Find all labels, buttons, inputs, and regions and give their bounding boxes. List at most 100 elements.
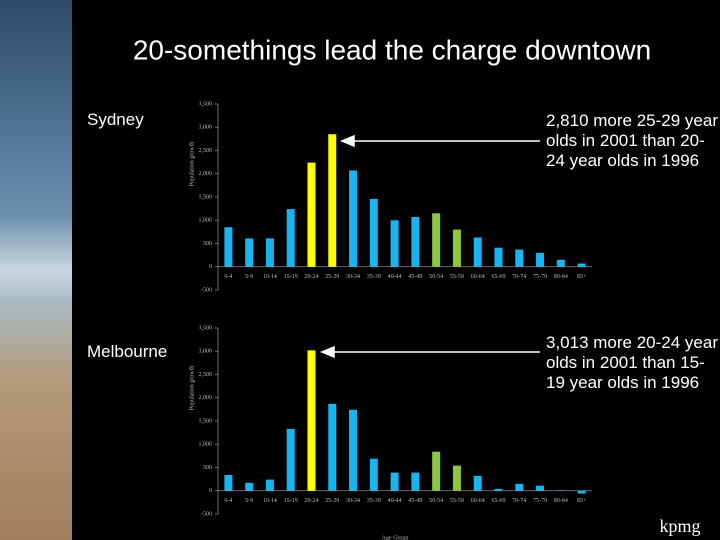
x-tick-label: 25-29 xyxy=(325,274,339,280)
bar xyxy=(432,213,441,267)
arrow-head xyxy=(320,345,335,359)
y-tick-label: 3,000 xyxy=(199,349,213,355)
x-tick-label: 55-59 xyxy=(450,498,464,504)
y-axis-label: Population growth xyxy=(189,142,195,187)
bar xyxy=(349,409,358,491)
bar xyxy=(224,474,233,491)
x-tick-label: 15-19 xyxy=(284,274,298,280)
y-tick-label: -500 xyxy=(201,287,212,293)
x-tick-label: 60-64 xyxy=(471,274,485,280)
x-tick-label: 75-79 xyxy=(533,274,547,280)
y-tick-label: -500 xyxy=(201,511,212,517)
bar xyxy=(265,238,274,267)
y-tick-label: 1,500 xyxy=(199,418,213,424)
y-tick-label: 2,000 xyxy=(199,171,213,177)
y-tick-label: 500 xyxy=(203,465,212,471)
y-tick-label: 2,000 xyxy=(199,395,213,401)
bar xyxy=(328,403,337,491)
y-tick-label: 3,000 xyxy=(199,125,213,131)
bar xyxy=(390,472,399,491)
y-tick-label: 500 xyxy=(203,241,212,247)
x-tick-label: 5-9 xyxy=(245,498,253,504)
bar xyxy=(411,216,420,267)
bar xyxy=(536,485,545,491)
y-tick-label: 1,000 xyxy=(199,218,213,224)
x-tick-label: 55-59 xyxy=(450,274,464,280)
y-tick-label: 1,500 xyxy=(199,194,213,200)
bar xyxy=(245,238,254,267)
y-tick-label: 2,500 xyxy=(199,148,213,154)
bar xyxy=(369,458,378,491)
bar xyxy=(307,162,316,267)
bar xyxy=(473,237,482,267)
x-tick-label: 65-69 xyxy=(492,274,506,280)
bar xyxy=(286,209,295,267)
x-tick-label: 70-74 xyxy=(512,274,526,280)
x-tick-label: 35-39 xyxy=(367,274,381,280)
bar xyxy=(245,482,254,491)
x-tick-label: 85+ xyxy=(577,498,587,504)
x-tick-label: 70-74 xyxy=(512,498,526,504)
x-tick-label: 40-44 xyxy=(388,498,402,504)
x-tick-label: 0-4 xyxy=(224,498,232,504)
x-tick-label: 10-14 xyxy=(263,274,277,280)
x-tick-label: 35-39 xyxy=(367,498,381,504)
bar xyxy=(307,350,316,491)
y-tick-label: 2,500 xyxy=(199,372,213,378)
x-tick-label: 25-29 xyxy=(325,498,339,504)
x-tick-label: 0-4 xyxy=(224,274,232,280)
x-tick-label: 85+ xyxy=(577,274,587,280)
x-tick-label: 20-24 xyxy=(305,498,319,504)
bar xyxy=(494,247,503,267)
bar xyxy=(577,490,586,494)
bar xyxy=(536,252,545,267)
annotation: 2,810 more 25-29 year olds in 2001 than … xyxy=(546,111,718,170)
bar xyxy=(515,483,524,491)
x-tick-label: 10-14 xyxy=(263,498,277,504)
arrow-head xyxy=(340,134,355,148)
x-tick-label: 50-54 xyxy=(429,498,443,504)
arrows xyxy=(320,134,540,359)
bar xyxy=(390,220,399,267)
x-tick-label: 80-84 xyxy=(554,498,568,504)
y-tick-label: 3,500 xyxy=(199,325,213,331)
bar xyxy=(328,134,337,267)
y-axis-label: Population growth xyxy=(189,366,195,411)
x-tick-label: 20-24 xyxy=(305,274,319,280)
bar xyxy=(473,475,482,491)
y-tick-label: 0 xyxy=(209,264,212,270)
x-tick-label: 30-34 xyxy=(346,274,360,280)
chart-title: Melbourne xyxy=(87,342,168,361)
y-tick-label: 3,500 xyxy=(199,101,213,107)
bar xyxy=(452,229,461,267)
bar xyxy=(265,479,274,491)
bar xyxy=(494,488,503,491)
x-tick-label: 60-64 xyxy=(471,498,485,504)
x-tick-label: 45-49 xyxy=(408,498,422,504)
bar xyxy=(577,263,586,267)
annotation: 3,013 more 20-24 year olds in 2001 than … xyxy=(546,333,718,392)
x-tick-label: 75-79 xyxy=(533,498,547,504)
x-tick-label: 65-69 xyxy=(492,498,506,504)
y-tick-label: 0 xyxy=(209,488,212,494)
bar xyxy=(556,259,565,267)
y-tick-label: 1,000 xyxy=(199,442,213,448)
beach-photo xyxy=(0,0,72,540)
bar xyxy=(349,170,358,267)
x-tick-label: 15-19 xyxy=(284,498,298,504)
bar xyxy=(286,428,295,491)
bar xyxy=(515,249,524,267)
slide-title: 20-somethings lead the charge downtown xyxy=(133,34,651,65)
x-tick-label: 40-44 xyxy=(388,274,402,280)
x-tick-label: 30-34 xyxy=(346,498,360,504)
x-tick-label: 45-49 xyxy=(408,274,422,280)
bar xyxy=(452,465,461,491)
logo: kpmg xyxy=(659,516,700,536)
x-axis-label: Age Group xyxy=(382,535,409,540)
x-tick-label: 5-9 xyxy=(245,274,253,280)
bar xyxy=(369,198,378,267)
chart-title: Sydney xyxy=(87,110,144,129)
bar xyxy=(411,472,420,491)
